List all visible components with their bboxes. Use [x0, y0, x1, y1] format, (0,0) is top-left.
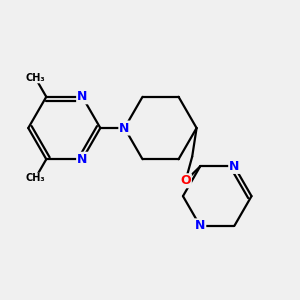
Text: N: N: [229, 160, 240, 173]
Text: N: N: [119, 122, 130, 134]
Text: CH₃: CH₃: [26, 173, 45, 183]
Text: N: N: [77, 90, 88, 103]
Text: CH₃: CH₃: [26, 73, 45, 83]
Text: O: O: [180, 174, 191, 187]
Text: N: N: [195, 219, 205, 232]
Text: N: N: [77, 153, 88, 166]
